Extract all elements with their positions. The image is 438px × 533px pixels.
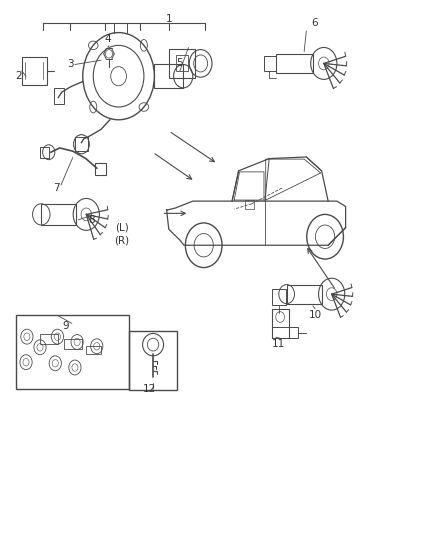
Text: 6: 6 [312, 18, 318, 28]
Bar [75, 138, 88, 151]
Bar [245, 199, 254, 209]
Text: 12: 12 [142, 384, 156, 394]
Bar [95, 163, 106, 174]
Bar [272, 289, 286, 305]
Bar [276, 54, 313, 73]
Text: 4: 4 [104, 34, 111, 44]
Text: 7: 7 [53, 183, 60, 193]
Bar [54, 88, 64, 104]
Bar [272, 309, 289, 338]
Bar [16, 316, 130, 389]
Bar [176, 55, 187, 71]
Bar [272, 327, 298, 338]
Bar [86, 346, 101, 354]
Text: 5: 5 [177, 59, 183, 68]
Bar [169, 49, 195, 78]
Text: (R): (R) [114, 236, 130, 246]
Bar [130, 332, 177, 390]
Text: 8: 8 [88, 215, 95, 225]
Bar [287, 285, 321, 304]
Bar [153, 64, 183, 88]
Bar [41, 204, 76, 225]
Text: 10: 10 [308, 310, 321, 320]
Bar [64, 340, 82, 349]
Bar [40, 147, 49, 158]
Text: 1: 1 [166, 14, 172, 25]
Bar [264, 56, 276, 71]
Bar [21, 57, 47, 85]
Text: 2: 2 [15, 71, 21, 81]
Text: 9: 9 [62, 321, 69, 331]
Text: (L): (L) [115, 223, 129, 233]
Bar [40, 334, 58, 344]
Text: 3: 3 [67, 60, 74, 69]
Text: 11: 11 [271, 338, 285, 349]
